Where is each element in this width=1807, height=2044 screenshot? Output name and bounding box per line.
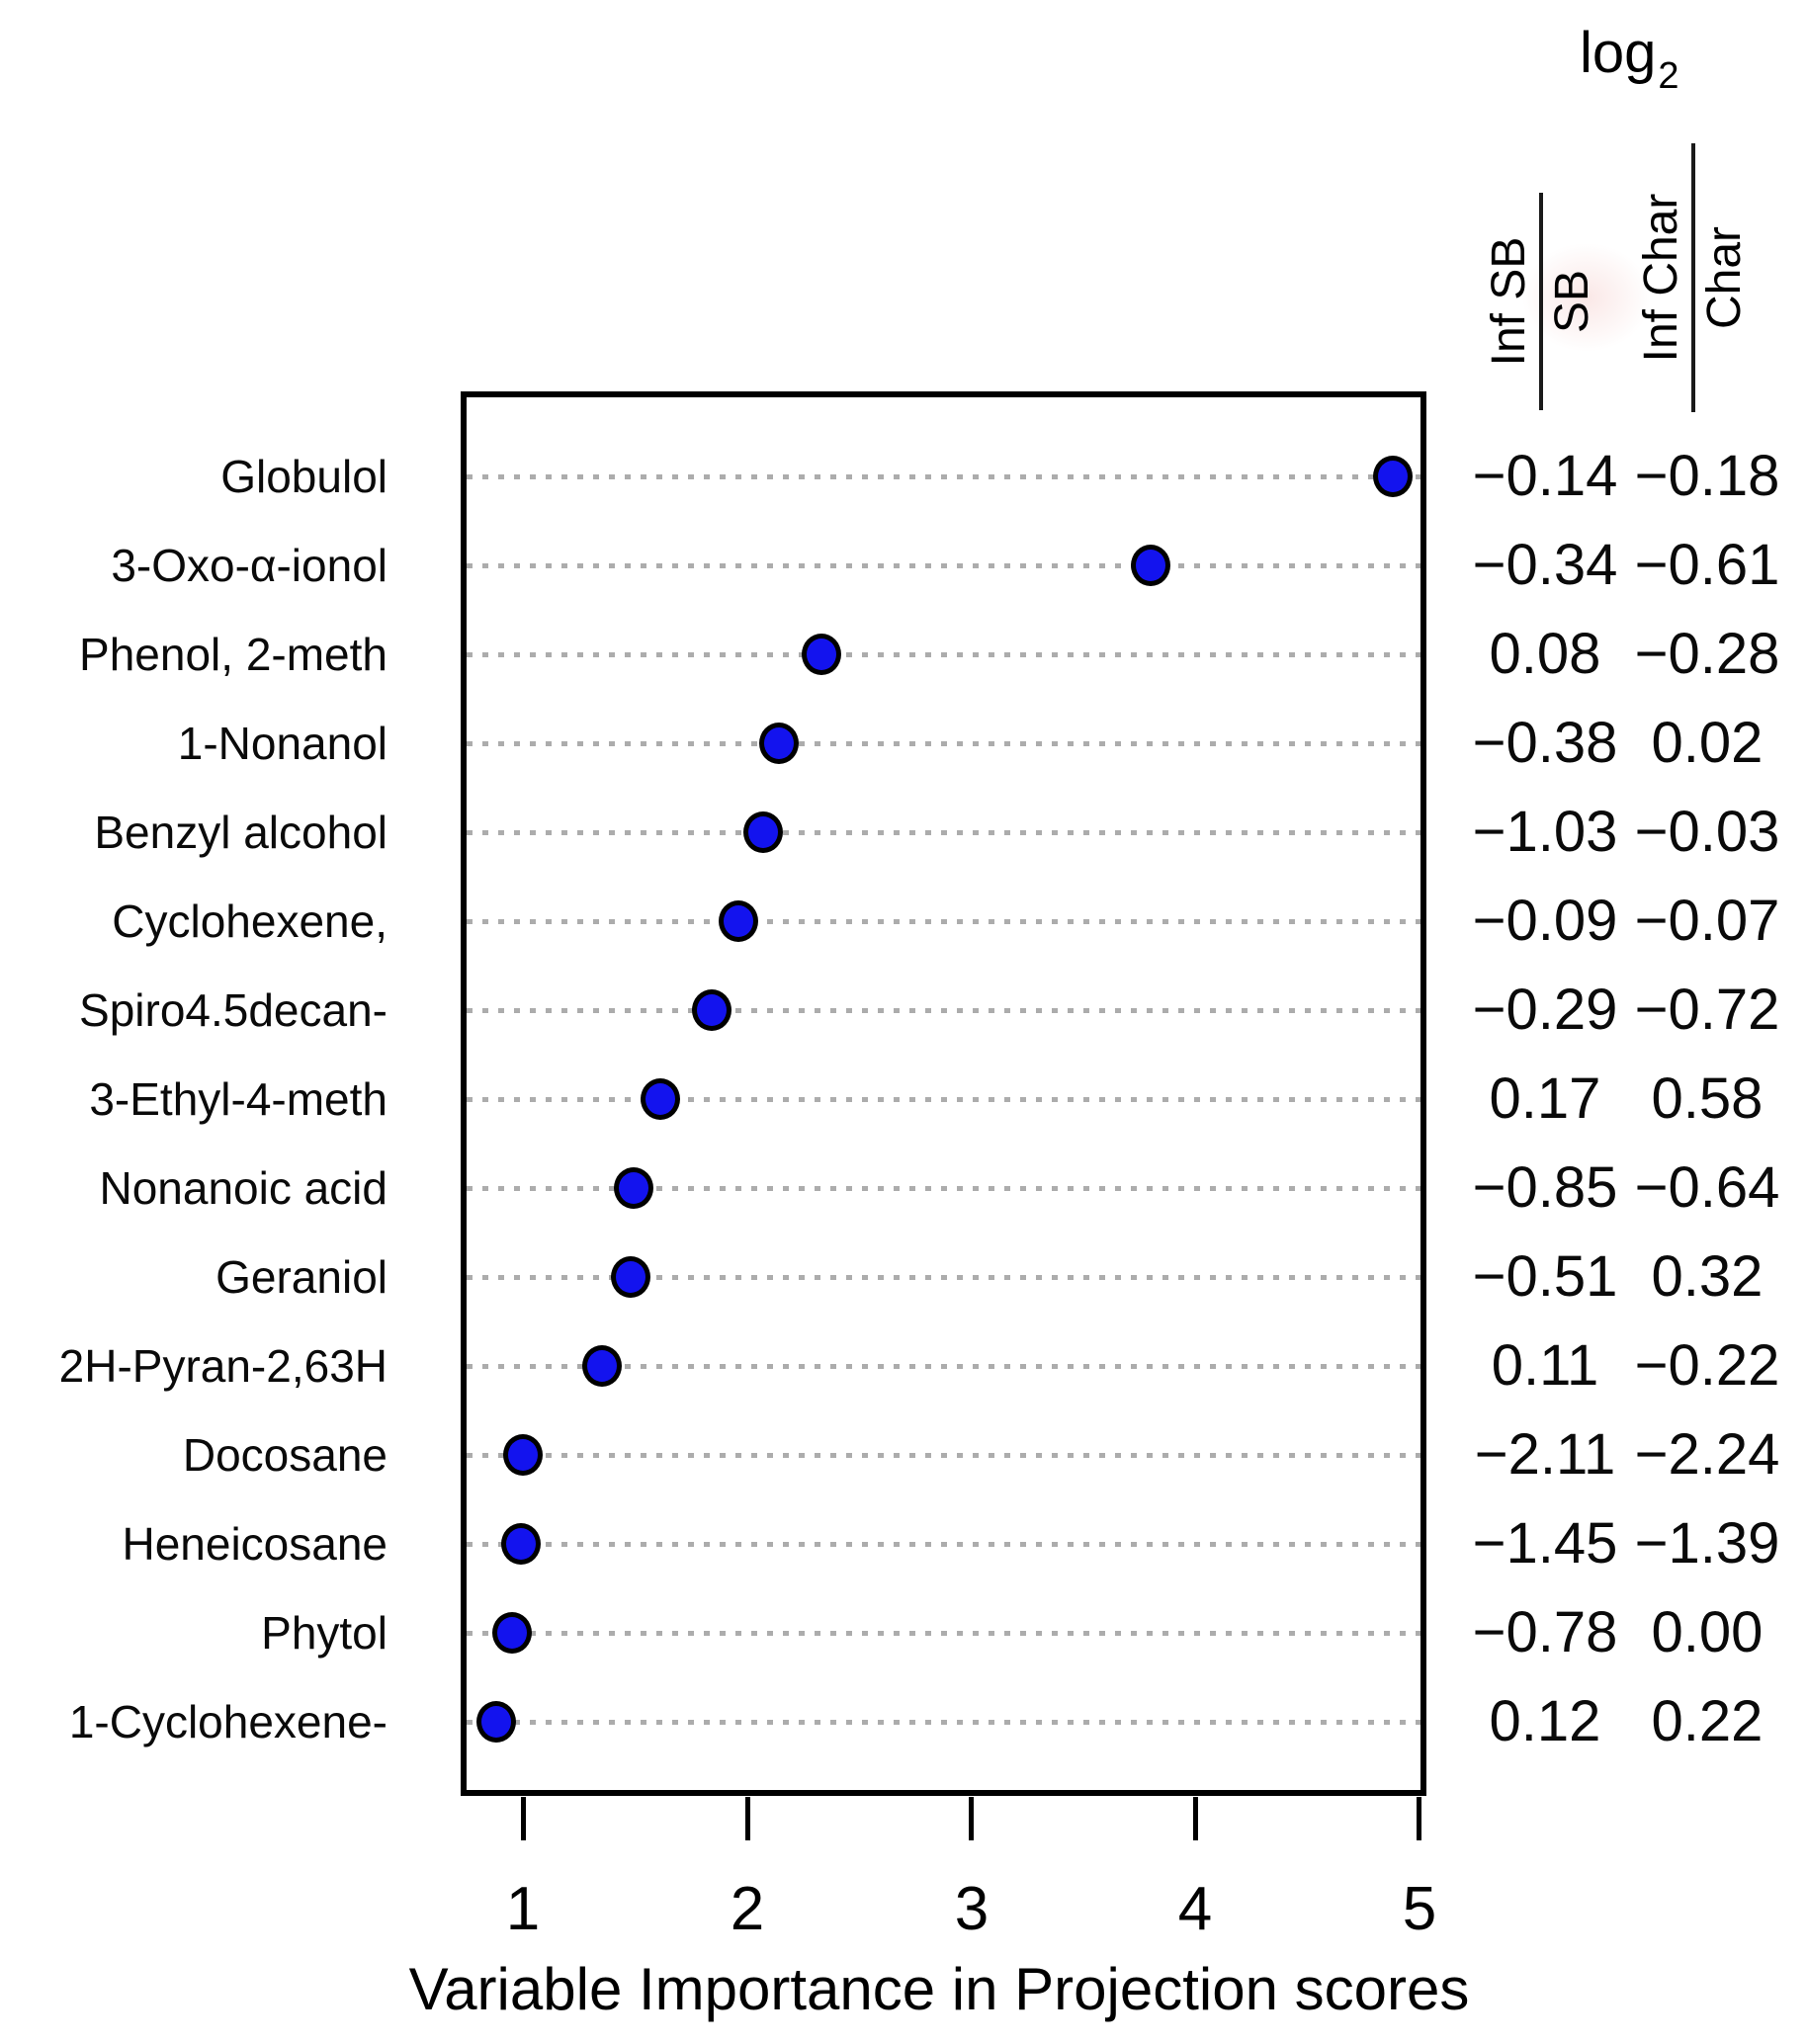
data-point xyxy=(614,1167,653,1209)
gridline xyxy=(467,1097,1420,1102)
x-axis-tick xyxy=(745,1797,750,1840)
log2-subscript: 2 xyxy=(1658,55,1679,97)
log2-value-inf-char-over-char: −0.64 xyxy=(1634,1155,1780,1220)
x-axis-tick-label: 3 xyxy=(954,1875,990,1943)
y-axis-label: 3-Oxo-α-ionol xyxy=(111,540,387,591)
y-axis-label: Cyclohexene, xyxy=(112,895,387,947)
gridline xyxy=(467,830,1420,835)
data-point xyxy=(759,723,799,764)
fraction-numerator: Inf Char xyxy=(1635,193,1687,363)
y-axis-label: 1-Nonanol xyxy=(177,718,387,769)
gridline xyxy=(467,1720,1420,1725)
log2-value-inf-sb-over-sb: 0.12 xyxy=(1489,1689,1601,1753)
y-axis-label: 2H-Pyran-2,63H xyxy=(58,1340,387,1392)
log2-value-inf-char-over-char: −2.24 xyxy=(1634,1422,1780,1487)
x-axis-tick xyxy=(1193,1797,1198,1840)
data-point xyxy=(492,1612,532,1654)
log2-value-inf-char-over-char: −1.39 xyxy=(1634,1511,1780,1576)
log2-value-inf-char-over-char: −0.18 xyxy=(1634,444,1780,508)
y-axis-label: Geraniol xyxy=(215,1251,387,1303)
y-axis-label: Globulol xyxy=(220,451,387,502)
log2-header: log2 xyxy=(1580,21,1679,98)
log2-value-inf-sb-over-sb: −0.14 xyxy=(1472,444,1618,508)
log2-value-inf-char-over-char: −0.07 xyxy=(1634,889,1780,953)
gridline xyxy=(467,1631,1420,1636)
log2-value-inf-sb-over-sb: −0.51 xyxy=(1472,1244,1618,1309)
plot-area xyxy=(461,391,1426,1796)
log2-value-inf-sb-over-sb: −0.85 xyxy=(1472,1155,1618,1220)
gridline xyxy=(467,1453,1420,1458)
gridline xyxy=(467,741,1420,746)
y-axis-label: 1-Cyclohexene- xyxy=(68,1696,387,1747)
log2-value-inf-sb-over-sb: −0.38 xyxy=(1472,711,1618,775)
log2-value-inf-sb-over-sb: 0.17 xyxy=(1489,1066,1601,1131)
log2-value-inf-sb-over-sb: −0.09 xyxy=(1472,889,1618,953)
gridline xyxy=(467,652,1420,657)
fraction-numerator: Inf SB xyxy=(1483,236,1535,367)
data-point xyxy=(1131,545,1170,586)
log2-value-inf-char-over-char: 0.58 xyxy=(1651,1066,1764,1131)
data-point xyxy=(692,989,731,1031)
log2-value-inf-char-over-char: 0.00 xyxy=(1651,1600,1764,1664)
data-point xyxy=(503,1434,543,1476)
log2-value-inf-char-over-char: 0.22 xyxy=(1651,1689,1764,1753)
gridline xyxy=(467,1186,1420,1191)
x-axis-tick-label: 2 xyxy=(730,1875,765,1943)
data-point xyxy=(501,1523,541,1565)
data-point xyxy=(582,1345,622,1387)
log2-value-inf-sb-over-sb: −0.78 xyxy=(1472,1600,1618,1664)
gridline xyxy=(467,474,1420,479)
x-axis-tick xyxy=(1417,1797,1421,1840)
y-axis-label: Phenol, 2-meth xyxy=(79,629,387,680)
log2-value-inf-sb-over-sb: −2.11 xyxy=(1474,1422,1616,1487)
data-point xyxy=(611,1256,650,1298)
log2-value-inf-char-over-char: −0.28 xyxy=(1634,622,1780,686)
x-axis-tick-label: 1 xyxy=(505,1875,541,1943)
gridline xyxy=(467,1008,1420,1013)
log2-value-inf-sb-over-sb: 0.11 xyxy=(1491,1333,1599,1398)
log2-value-inf-sb-over-sb: −1.45 xyxy=(1472,1511,1618,1576)
log2-value-inf-sb-over-sb: −0.34 xyxy=(1472,533,1618,597)
y-axis-label: Nonanoic acid xyxy=(99,1162,387,1214)
y-axis-label: Heneicosane xyxy=(122,1518,387,1570)
log2-value-inf-char-over-char: 0.02 xyxy=(1651,711,1764,775)
gridline xyxy=(467,1275,1420,1280)
log2-value-inf-char-over-char: −0.72 xyxy=(1634,978,1780,1042)
x-axis-tick xyxy=(521,1797,526,1840)
log2-value-inf-char-over-char: 0.32 xyxy=(1651,1244,1764,1309)
fraction-bar xyxy=(1691,143,1695,412)
y-axis-label: 3-Ethyl-4-meth xyxy=(89,1073,387,1125)
gridline xyxy=(467,1364,1420,1369)
column-header-inf-char-over-char: Inf Char Char xyxy=(1635,143,1752,412)
data-point xyxy=(743,811,783,853)
x-axis-title: Variable Importance in Projection scores xyxy=(408,1956,1470,2022)
log2-value-inf-sb-over-sb: −0.29 xyxy=(1472,978,1618,1042)
data-point xyxy=(1373,456,1413,497)
log2-value-inf-sb-over-sb: −1.03 xyxy=(1472,800,1618,864)
x-axis-tick xyxy=(969,1797,974,1840)
fraction-denominator: Char xyxy=(1698,225,1751,330)
log2-value-inf-char-over-char: −0.22 xyxy=(1634,1333,1780,1398)
log2-label: log xyxy=(1580,21,1657,85)
y-axis-label: Docosane xyxy=(182,1429,387,1481)
data-point xyxy=(476,1701,516,1743)
column-header-inf-sb-over-sb: Inf SB SB xyxy=(1483,193,1599,410)
gridline xyxy=(467,919,1420,924)
data-point xyxy=(802,634,841,675)
x-axis-tick-label: 4 xyxy=(1177,1875,1213,1943)
gridline xyxy=(467,1542,1420,1547)
gridline xyxy=(467,563,1420,568)
x-axis-tick-label: 5 xyxy=(1402,1875,1437,1943)
data-point xyxy=(641,1078,680,1120)
log2-value-inf-sb-over-sb: 0.08 xyxy=(1489,622,1601,686)
fraction-denominator: SB xyxy=(1546,269,1598,334)
log2-value-inf-char-over-char: −0.61 xyxy=(1634,533,1780,597)
fraction-bar xyxy=(1539,193,1543,410)
y-axis-label: Benzyl alcohol xyxy=(94,807,387,858)
log2-value-inf-char-over-char: −0.03 xyxy=(1634,800,1780,864)
y-axis-label: Spiro4.5decan- xyxy=(79,984,387,1036)
data-point xyxy=(719,900,758,942)
y-axis-label: Phytol xyxy=(261,1607,387,1659)
